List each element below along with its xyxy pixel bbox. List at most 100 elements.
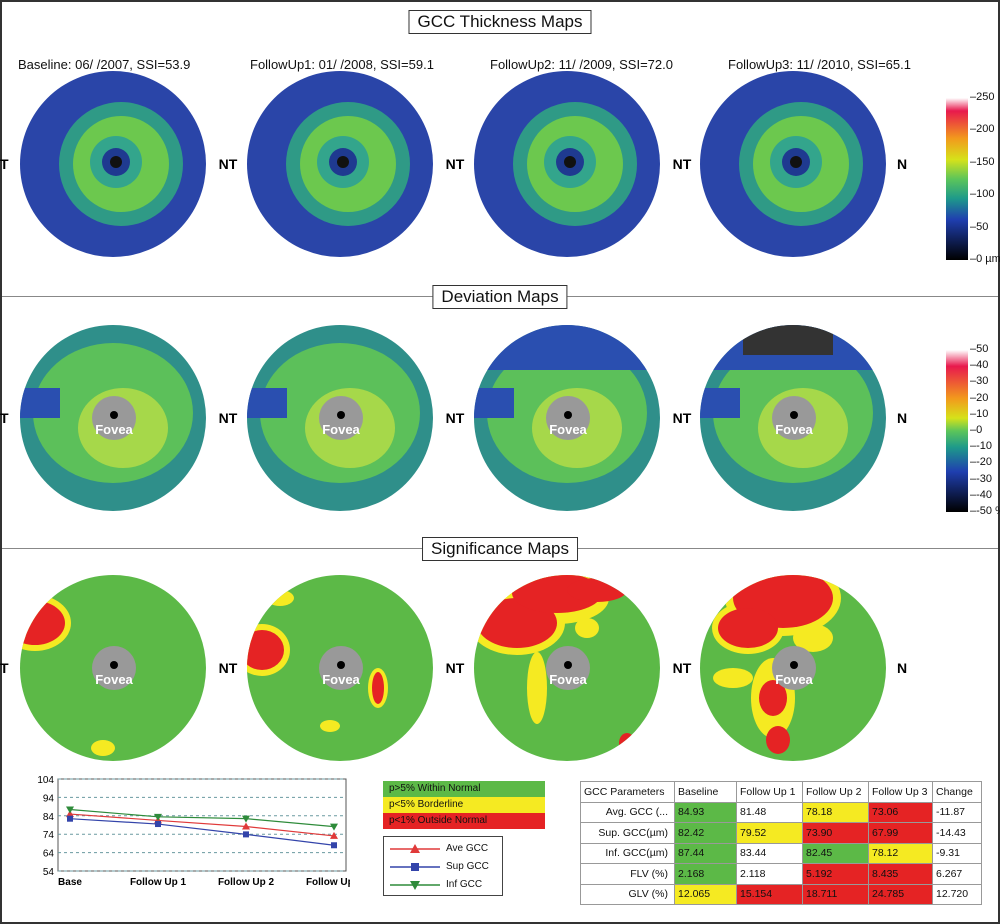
fovea-label: Fovea	[322, 672, 360, 687]
param-value: 2.168	[674, 863, 737, 885]
fovea-label: Fovea	[322, 422, 360, 437]
param-label: FLV (%)	[580, 863, 675, 885]
thick-map-2	[474, 71, 660, 257]
table-row: Sup. GCC(µm) 82.42 79.52 73.90 67.99 -14.43	[580, 822, 982, 844]
dev-map-2: Fovea	[474, 325, 660, 511]
param-change: -11.87	[932, 801, 982, 823]
param-change: -14.43	[932, 822, 982, 844]
param-label: GLV (%)	[580, 883, 675, 905]
param-label: Inf. GCC(µm)	[580, 842, 675, 864]
header-parameters: GCC Parameters	[580, 781, 675, 803]
param-value: 84.93	[674, 801, 737, 823]
series-line-0	[69, 813, 335, 837]
colorbar-tick: –-10	[970, 440, 993, 453]
table-row: GLV (%) 12.065 15.154 18.711 24.785 12.720	[580, 883, 982, 905]
legend-borderline: p<5% Borderline	[383, 797, 545, 813]
dev-map-0: Fovea	[20, 325, 206, 511]
fovea-label: Fovea	[549, 422, 587, 437]
nasal-label: NT	[446, 660, 465, 676]
data-point	[331, 842, 337, 849]
param-value: 83.44	[736, 842, 803, 864]
header-change: Change	[932, 781, 982, 803]
param-value: 79.52	[736, 822, 803, 844]
colorbar-tick: –50	[970, 220, 989, 233]
deviation-colorbar	[946, 350, 968, 512]
param-value: 73.90	[802, 822, 869, 844]
data-point	[330, 831, 338, 839]
series-legend-ave-label: Ave GCC	[446, 843, 489, 854]
nasal-label: NT	[219, 410, 238, 426]
colorbar-tick: –10	[970, 407, 989, 420]
param-value: 15.154	[736, 883, 803, 905]
nasal-label: NT	[673, 660, 692, 676]
data-point	[66, 806, 74, 814]
colorbar-tick: –0	[970, 424, 983, 436]
param-value: 24.785	[868, 883, 933, 905]
fovea-label: Fovea	[95, 672, 133, 687]
sig-map-2: Fovea	[474, 575, 660, 761]
colorbar-tick: –-50 %	[970, 505, 1000, 517]
significance-title: Significance Maps	[422, 537, 578, 561]
param-value: 78.18	[802, 801, 869, 823]
y-tick-label: 74	[43, 830, 55, 841]
y-tick-label: 54	[43, 867, 55, 878]
series-legend-inf: Inf GCC	[388, 877, 500, 893]
series-legend-inf-label: Inf GCC	[446, 879, 483, 890]
data-point	[242, 815, 250, 823]
colorbar-tick: –150	[970, 155, 995, 168]
table-row: FLV (%) 2.168 2.118 5.192 8.435 6.267	[580, 863, 982, 885]
thickness-colorbar	[946, 98, 968, 260]
param-value: 12.065	[674, 883, 737, 905]
series-line-1	[69, 818, 335, 846]
data-point	[330, 823, 338, 831]
colorbar-tick: –20	[970, 391, 989, 404]
data-point	[154, 813, 162, 821]
fovea-label: Fovea	[95, 422, 133, 437]
param-value: 82.42	[674, 822, 737, 844]
header-baseline: Baseline	[674, 781, 737, 803]
dev-map-3: Fovea	[700, 325, 886, 511]
header-followup1: Follow Up 1	[736, 781, 803, 803]
y-tick-label: 104	[37, 776, 54, 786]
series-legend-ave: Ave GCC	[388, 841, 500, 857]
temporal-label: T	[0, 156, 9, 172]
nasal-label: N	[897, 410, 907, 426]
series-legend: Ave GCC Sup GCC Inf GCC	[383, 836, 503, 896]
param-value: 67.99	[868, 822, 933, 844]
colorbar-tick: –40	[970, 359, 989, 372]
ave-gcc-marker	[390, 844, 440, 853]
sup-gcc-marker	[390, 863, 440, 871]
significance-section: Significance Maps	[2, 537, 998, 766]
header-followup3: Follow Up 3	[868, 781, 933, 803]
data-point	[155, 821, 161, 828]
colorbar-tick: –-20	[970, 456, 993, 469]
x-tick-label: Follow Up 1	[130, 877, 187, 888]
param-value: 87.44	[674, 842, 737, 864]
dev-map-1: Fovea	[247, 325, 433, 511]
temporal-label: T	[0, 660, 9, 676]
fovea-label: Fovea	[775, 422, 813, 437]
significance-legend: p>5% Within Normal p<5% Borderline p<1% …	[383, 781, 545, 829]
maps-canvas: NT NT NT NTFoveaNTFoveaNTFoveaNTFoveaNTFove…	[0, 71, 907, 761]
table-row: Avg. GCC (... 84.93 81.48 78.18 73.06 -11.87	[580, 801, 982, 823]
param-change: 6.267	[932, 863, 982, 885]
thick-map-0	[20, 71, 206, 257]
param-value: 5.192	[802, 863, 869, 885]
header-followup2: Follow Up 2	[802, 781, 869, 803]
x-tick-label: Follow Up 3	[306, 877, 350, 888]
y-tick-label: 94	[43, 793, 55, 804]
data-point	[243, 831, 249, 838]
nasal-label: NT	[446, 410, 465, 426]
thickness-section: GCC Thickness Maps Baseline: 06/ /2007, …	[2, 2, 998, 296]
scan-label-followup2: FollowUp2: 11/ /2009, SSI=72.0	[490, 57, 673, 72]
scan-label-followup3: FollowUp3: 11/ /2010, SSI=65.1	[728, 57, 911, 72]
gcc-parameters-table: GCC Parameters Baseline Follow Up 1 Foll…	[580, 781, 982, 905]
param-label: Avg. GCC (...	[580, 801, 675, 823]
series-line-2	[69, 808, 335, 828]
thickness-title: GCC Thickness Maps	[408, 10, 592, 34]
colorbar-tick: –30	[970, 375, 989, 388]
sig-map-1: Fovea	[247, 575, 433, 761]
nasal-label: NT	[219, 660, 238, 676]
thick-map-1	[247, 71, 433, 257]
